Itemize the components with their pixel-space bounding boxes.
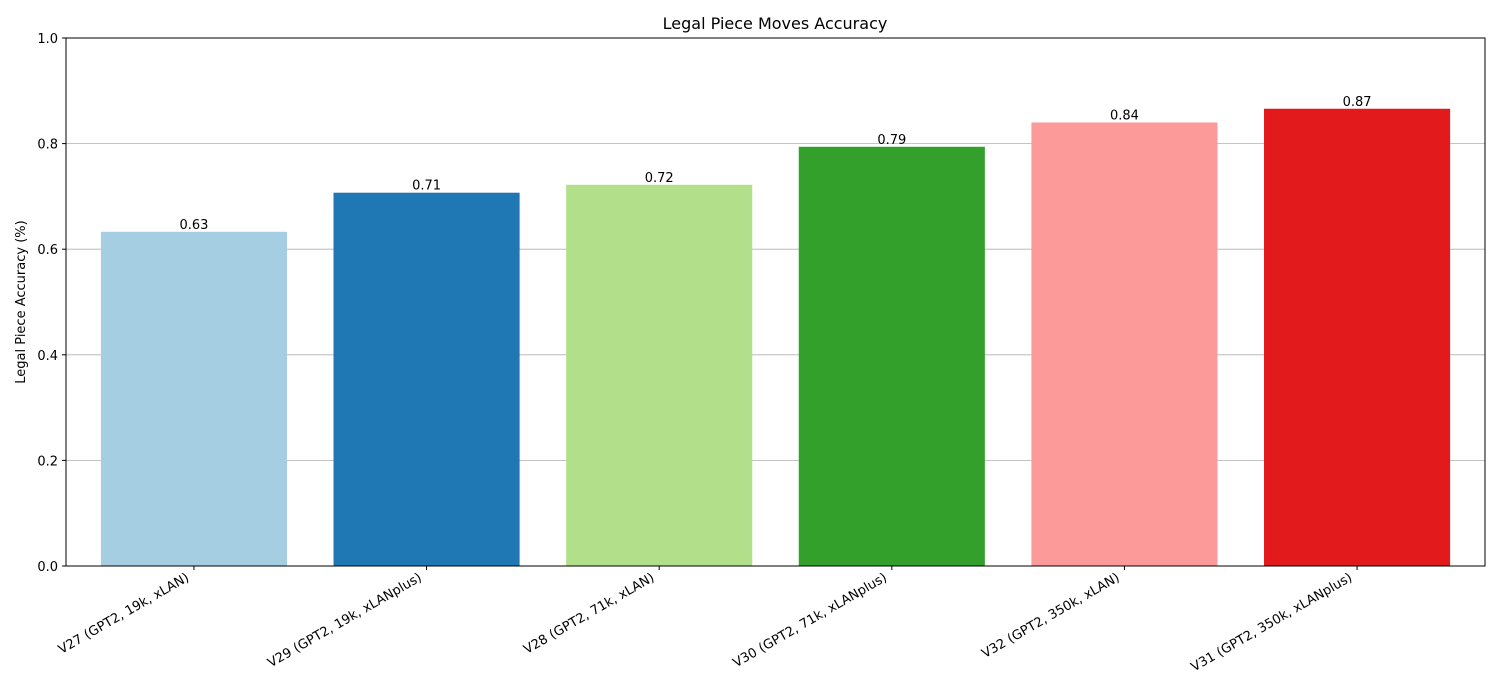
bars	[100, 108, 1451, 567]
bar-value-label: 0.71	[412, 179, 441, 194]
bar-value-label: 0.87	[1343, 95, 1372, 110]
plot-frame	[65, 37, 1486, 567]
y-axis-label: Legal Piece Accuracy (%)	[14, 220, 29, 383]
x-tick-label: V32 (GPT2, 350k, xLAN)	[979, 570, 1122, 661]
y-tick-label: 0.2	[37, 454, 58, 469]
x-tick-label: V31 (GPT2, 350k, xLANplus)	[1189, 570, 1355, 675]
y-axis-ticks: 0.0 0.2 0.4 0.6 0.8 1.0	[37, 32, 66, 575]
y-tick-label: 1.0	[37, 32, 58, 47]
x-axis-ticks: V27 (GPT2, 19k, xLAN) V29 (GPT2, 19k, xLA…	[56, 566, 1358, 675]
gridlines	[66, 143, 1485, 461]
value-labels: 0.63 0.71 0.72 0.79 0.84 0.87	[179, 95, 1371, 233]
y-tick-label: 0.4	[37, 349, 58, 364]
y-tick-label: 0.8	[37, 138, 58, 153]
x-tick-label: V30 (GPT2, 71k, xLANplus)	[731, 570, 890, 671]
chart-title: Legal Piece Moves Accuracy	[663, 14, 888, 33]
bar	[100, 231, 287, 566]
bar	[1031, 122, 1218, 566]
bar	[1264, 108, 1451, 566]
bar-value-label: 0.63	[179, 218, 208, 233]
x-tick-label: V29 (GPT2, 19k, xLANplus)	[265, 570, 424, 671]
y-tick-label: 0.0	[37, 560, 58, 575]
bar-value-label: 0.72	[645, 171, 674, 186]
y-tick-label: 0.6	[37, 243, 58, 258]
bar	[798, 146, 985, 566]
bar-value-label: 0.79	[877, 133, 906, 148]
x-tick-label: V28 (GPT2, 71k, xLAN)	[521, 570, 657, 657]
bar	[566, 184, 753, 566]
bar-value-label: 0.84	[1110, 108, 1139, 123]
x-tick-label: V27 (GPT2, 19k, xLAN)	[56, 570, 192, 657]
bar	[333, 192, 520, 567]
